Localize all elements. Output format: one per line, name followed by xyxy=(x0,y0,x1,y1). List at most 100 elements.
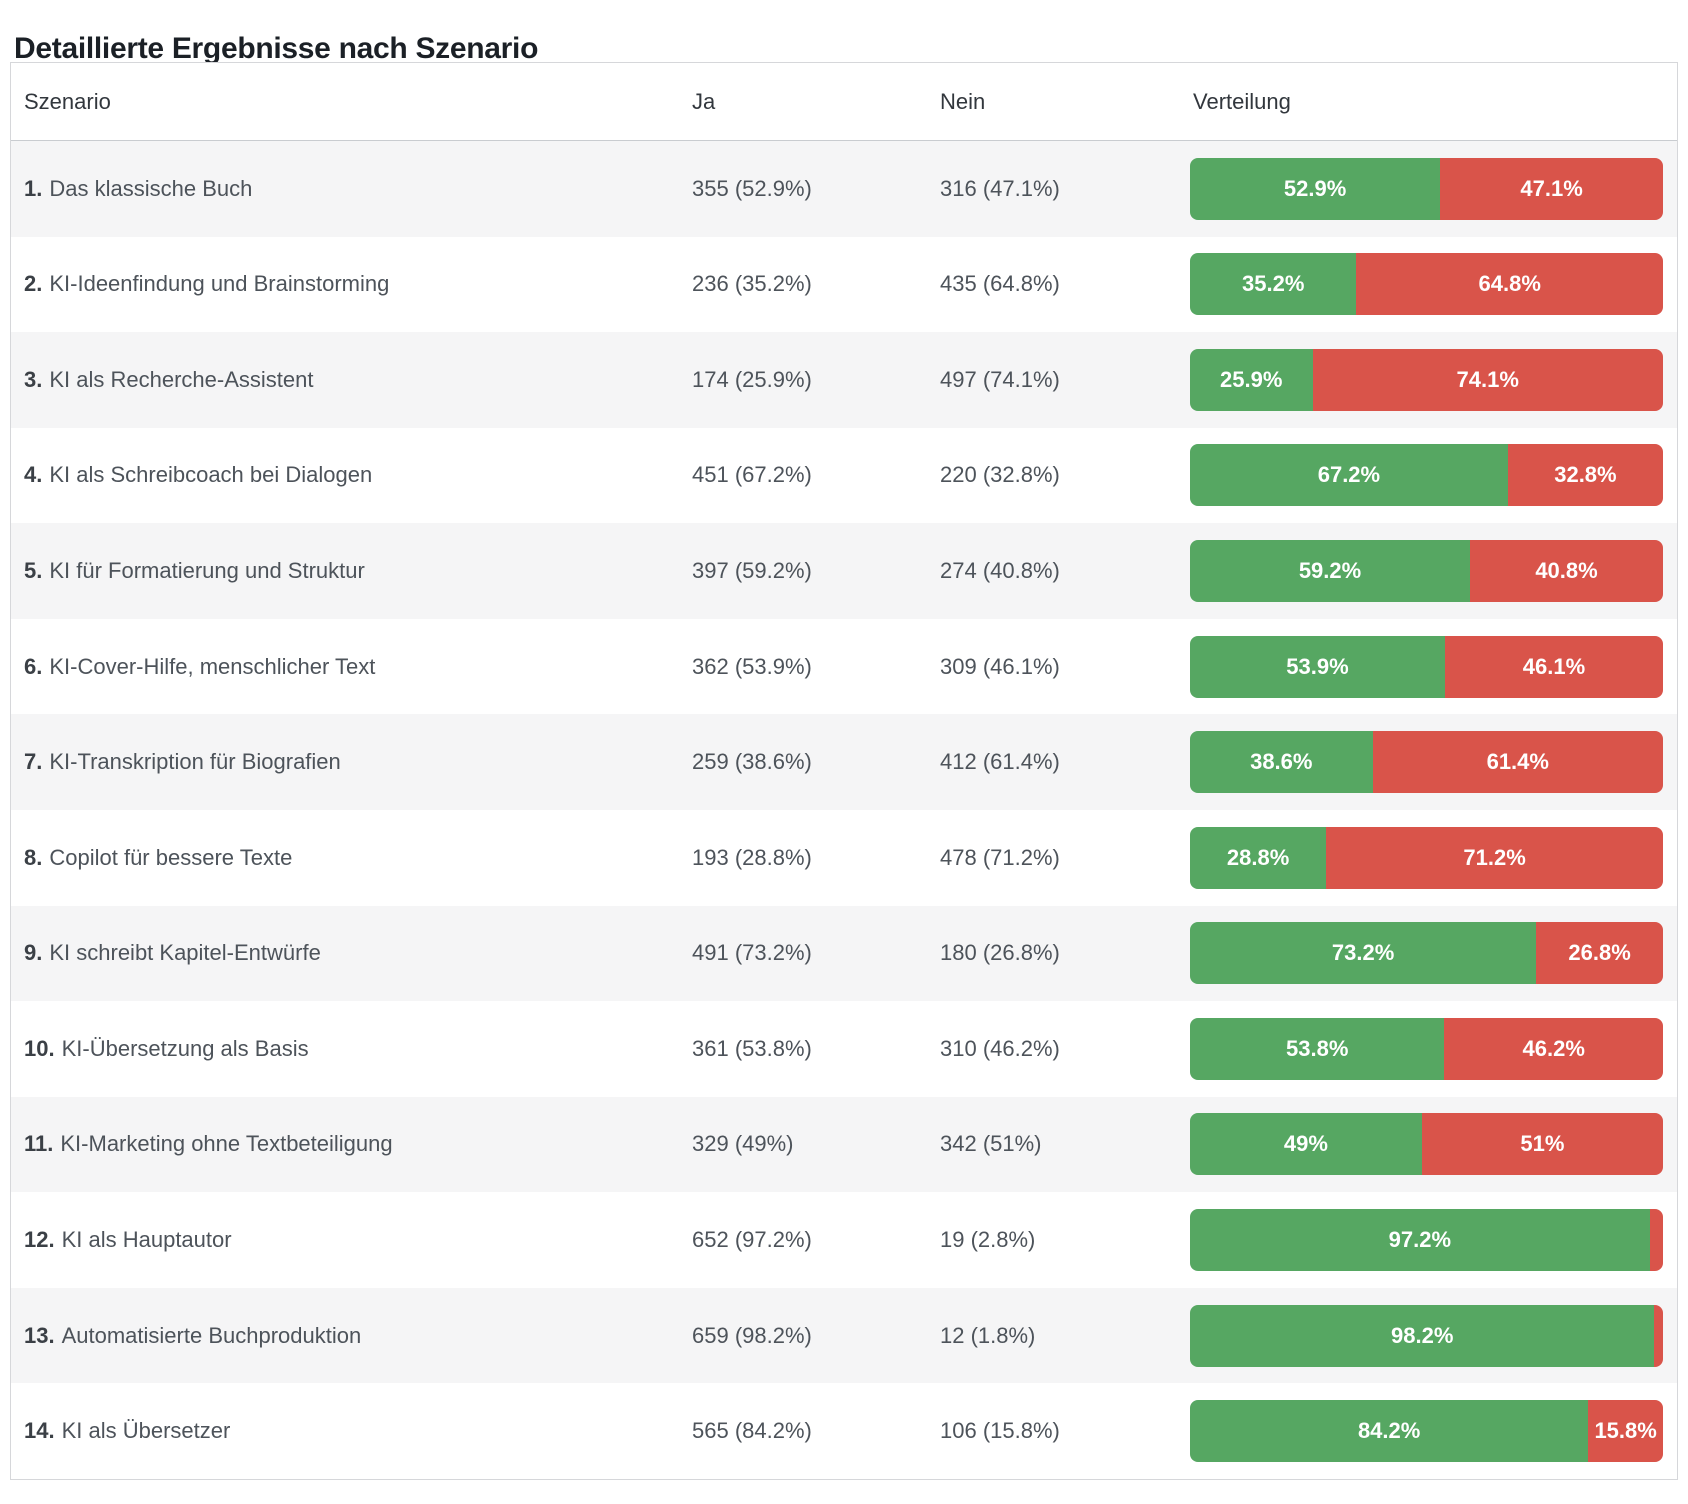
nein-value: 310 (46.2%) xyxy=(940,1035,1060,1061)
table-row: 8. Copilot für bessere Texte 193 (28.8%) … xyxy=(11,809,1677,906)
nein-value: 478 (71.2%) xyxy=(940,844,1060,870)
bar-red-segment: 74.1% xyxy=(1312,348,1663,411)
nein-value: 274 (40.8%) xyxy=(940,558,1060,584)
bar-red-label: 74.1% xyxy=(1456,366,1519,392)
ja-value: 659 (98.2%) xyxy=(692,1322,812,1348)
bar-red-segment: 64.8% xyxy=(1356,253,1663,316)
bar-green-segment: 67.2% xyxy=(1190,444,1508,507)
distribution-bar: 73.2% 26.8% xyxy=(1190,922,1663,985)
ja-value: 565 (84.2%) xyxy=(692,1418,812,1444)
ja-value: 259 (38.6%) xyxy=(692,749,812,775)
table-row: 1. Das klassische Buch 355 (52.9%) 316 (4… xyxy=(11,141,1677,237)
bar-red-label: 64.8% xyxy=(1478,271,1541,297)
distribution-bar: 25.9% 74.1% xyxy=(1190,348,1663,411)
nein-value: 412 (61.4%) xyxy=(940,749,1060,775)
distribution-bar: 49% 51% xyxy=(1190,1113,1663,1176)
nein-value: 220 (32.8%) xyxy=(940,462,1060,488)
nein-value: 309 (46.1%) xyxy=(940,653,1060,679)
scenario-name: KI als Hauptautor xyxy=(61,1226,232,1252)
table-row: 9. KI schreibt Kapitel-Entwürfe 491 (73.2… xyxy=(11,905,1677,1002)
table-row: 2. KI-Ideenfindung und Brainstorming 236 … xyxy=(11,236,1677,333)
bar-red-label: 40.8% xyxy=(1535,558,1598,584)
nein-value: 19 (2.8%) xyxy=(940,1226,1036,1252)
bar-red-segment: 71.2% xyxy=(1326,826,1663,889)
bar-red-label: 51% xyxy=(1520,1131,1565,1157)
scenario-name: KI schreibt Kapitel-Entwürfe xyxy=(49,940,321,966)
table-row: 4. KI als Schreibcoach bei Dialogen 451 (… xyxy=(11,427,1677,524)
distribution-bar: 35.2% 64.8% xyxy=(1190,253,1663,316)
scenario-cell: 11. KI-Marketing ohne Textbeteiligung xyxy=(11,1131,692,1157)
bar-green-segment: 35.2% xyxy=(1190,253,1357,316)
scenario-number: 1. xyxy=(24,175,43,201)
scenario-cell: 7. KI-Transkription für Biografien xyxy=(11,749,692,775)
verteilung-cell: 49% 51% xyxy=(1190,1113,1677,1176)
nein-value: 497 (74.1%) xyxy=(940,366,1060,392)
scenario-name: Das klassische Buch xyxy=(49,175,253,201)
scenario-name: KI für Formatierung und Struktur xyxy=(49,558,365,584)
bar-green-segment: 38.6% xyxy=(1190,731,1373,794)
scenario-number: 7. xyxy=(24,749,43,775)
results-table: Szenario Ja Nein Verteilung 1. Das klassi… xyxy=(10,62,1678,1480)
bar-green-label: 52.9% xyxy=(1283,175,1347,201)
bar-green-label: 73.2% xyxy=(1331,940,1395,966)
scenario-name: Copilot für bessere Texte xyxy=(49,844,293,870)
distribution-bar: 98.2% xyxy=(1190,1304,1663,1367)
table-row: 12. KI als Hauptautor 652 (97.2%) 19 (2.8… xyxy=(11,1192,1677,1288)
verteilung-cell: 53.8% 46.2% xyxy=(1190,1017,1677,1080)
verteilung-cell: 84.2% 15.8% xyxy=(1190,1400,1677,1463)
scenario-cell: 13. Automatisierte Buchproduktion xyxy=(11,1323,692,1349)
bar-green-label: 67.2% xyxy=(1317,462,1381,488)
bar-red-segment xyxy=(1649,1208,1663,1271)
bar-green-label: 84.2% xyxy=(1357,1418,1421,1444)
scenario-cell: 5. KI für Formatierung und Struktur xyxy=(11,558,692,584)
bar-green-segment: 59.2% xyxy=(1190,540,1471,603)
scenario-number: 14. xyxy=(24,1418,55,1444)
table-row: 11. KI-Marketing ohne Textbeteiligung 329… xyxy=(11,1096,1677,1193)
bar-red-segment: 46.2% xyxy=(1444,1017,1663,1080)
distribution-bar: 53.8% 46.2% xyxy=(1190,1017,1663,1080)
scenario-cell: 6. KI-Cover-Hilfe, menschlicher Text xyxy=(11,654,692,680)
table-row: 7. KI-Transkription für Biografien 259 (3… xyxy=(11,714,1677,810)
scenario-name: Automatisierte Buchproduktion xyxy=(61,1322,362,1348)
table-row: 14. KI als Übersetzer 565 (84.2%) 106 (15… xyxy=(11,1383,1677,1479)
bar-red-label: 47.1% xyxy=(1520,175,1583,201)
ja-value: 491 (73.2%) xyxy=(692,940,812,966)
verteilung-cell: 59.2% 40.8% xyxy=(1190,540,1677,603)
scenario-name: KI-Übersetzung als Basis xyxy=(61,1035,309,1061)
ja-value: 355 (52.9%) xyxy=(692,175,812,201)
bar-green-label: 59.2% xyxy=(1298,558,1362,584)
bar-green-segment: 84.2% xyxy=(1190,1400,1589,1463)
nein-value: 12 (1.8%) xyxy=(940,1322,1036,1348)
distribution-bar: 28.8% 71.2% xyxy=(1190,826,1663,889)
distribution-bar: 97.2% xyxy=(1190,1208,1663,1271)
scenario-number: 12. xyxy=(24,1226,55,1252)
nein-value: 342 (51%) xyxy=(940,1131,1042,1157)
scenario-cell: 1. Das klassische Buch xyxy=(11,176,692,202)
scenario-number: 11. xyxy=(24,1131,54,1157)
ja-value: 329 (49%) xyxy=(692,1131,794,1157)
scenario-cell: 8. Copilot für bessere Texte xyxy=(11,845,692,871)
verteilung-cell: 28.8% 71.2% xyxy=(1190,826,1677,889)
verteilung-cell: 73.2% 26.8% xyxy=(1190,922,1677,985)
ja-value: 397 (59.2%) xyxy=(692,558,812,584)
scenario-cell: 12. KI als Hauptautor xyxy=(11,1227,692,1253)
bar-red-segment: 15.8% xyxy=(1588,1400,1663,1463)
scenario-number: 8. xyxy=(24,844,43,870)
verteilung-cell: 53.9% 46.1% xyxy=(1190,635,1677,698)
bar-green-segment: 98.2% xyxy=(1190,1304,1655,1367)
bar-green-label: 49% xyxy=(1283,1131,1328,1157)
bar-red-label: 71.2% xyxy=(1463,844,1526,870)
distribution-bar: 84.2% 15.8% xyxy=(1190,1400,1663,1463)
nein-value: 106 (15.8%) xyxy=(940,1418,1060,1444)
bar-green-segment: 25.9% xyxy=(1190,348,1313,411)
table-row: 5. KI für Formatierung und Struktur 397 (… xyxy=(11,523,1677,619)
column-header-ja: Ja xyxy=(692,88,716,114)
column-header-verteilung: Verteilung xyxy=(1193,88,1291,114)
bar-red-segment: 26.8% xyxy=(1536,922,1663,985)
bar-green-segment: 49% xyxy=(1190,1113,1422,1176)
bar-green-label: 38.6% xyxy=(1250,749,1313,775)
ja-value: 362 (53.9%) xyxy=(692,653,812,679)
bar-red-segment: 32.8% xyxy=(1507,444,1663,507)
scenario-name: KI-Cover-Hilfe, menschlicher Text xyxy=(49,653,376,679)
scenario-name: KI-Marketing ohne Textbeteiligung xyxy=(60,1131,393,1157)
